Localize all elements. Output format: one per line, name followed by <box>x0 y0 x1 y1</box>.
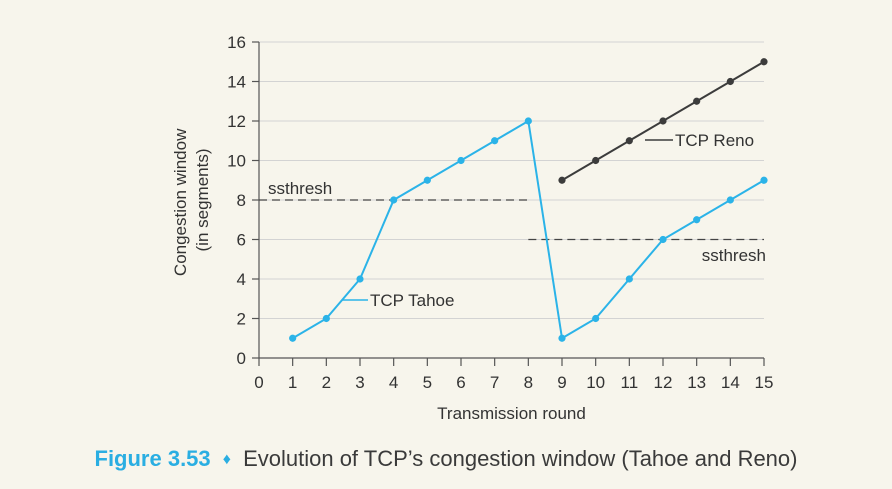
tcp-reno-point <box>726 77 734 86</box>
tcp-reno-point <box>760 58 768 66</box>
y-tick-label: 16 <box>227 33 246 52</box>
tcp-tahoe-point <box>356 275 364 283</box>
ssthresh-lower-label: ssthresh <box>702 246 766 265</box>
y-tick-label: 6 <box>237 231 246 250</box>
y-tick-label: 12 <box>227 112 246 131</box>
tcp-tahoe-point <box>491 137 499 145</box>
series <box>289 58 768 342</box>
diamond-separator-icon: ♦ <box>222 451 231 468</box>
x-tick-label: 5 <box>423 373 432 392</box>
tcp-tahoe-point <box>592 314 600 323</box>
y-tick-label: 2 <box>237 310 246 329</box>
x-tick-label: 12 <box>654 373 673 392</box>
y-axis-title: Congestion window (in segments) <box>171 124 212 276</box>
tcp-tahoe-point <box>659 235 667 244</box>
y-axis-title-line2: (in segments) <box>193 149 212 252</box>
x-tick-label: 4 <box>389 373 398 392</box>
tahoe-label: TCP Tahoe <box>370 291 454 310</box>
x-tick-label: 8 <box>524 373 533 392</box>
x-axis-title: Transmission round <box>437 404 586 423</box>
tcp-tahoe-point <box>625 275 633 283</box>
figure-caption: Figure 3.53 ♦ Evolution of TCP’s congest… <box>0 446 892 472</box>
reno-label: TCP Reno <box>675 131 754 150</box>
tcp-tahoe-point <box>390 196 398 204</box>
x-tick-label: 10 <box>586 373 605 392</box>
x-tick-label: 9 <box>557 373 566 392</box>
tcp-tahoe-point <box>322 314 330 323</box>
x-tick-label: 14 <box>721 373 740 392</box>
x-tick-label: 15 <box>755 373 774 392</box>
tcp-reno-point <box>625 137 633 145</box>
tcp-tahoe-point <box>726 196 734 204</box>
tcp-tahoe-point <box>289 334 297 342</box>
ssthresh-lines <box>259 199 764 241</box>
y-tick-label: 0 <box>237 349 246 368</box>
x-tick-label: 1 <box>288 373 297 392</box>
tcp-reno-point <box>558 176 566 184</box>
tcp-tahoe-point <box>524 117 532 125</box>
y-axis-title-line1: Congestion window <box>171 128 190 276</box>
y-tick-label: 4 <box>237 270 246 289</box>
x-tick-label: 7 <box>490 373 499 392</box>
tcp-reno-point <box>659 117 667 125</box>
x-tick-label: 6 <box>456 373 465 392</box>
grid-lines <box>259 41 764 319</box>
ssthresh-upper-label: ssthresh <box>268 179 332 198</box>
x-tick-label: 0 <box>254 373 263 392</box>
y-tick-label: 10 <box>227 152 246 171</box>
figure-number: Figure 3.53 <box>94 446 211 471</box>
x-tick-label: 13 <box>687 373 706 392</box>
y-tick-label: 8 <box>237 191 246 210</box>
x-tick-label: 3 <box>355 373 364 392</box>
tcp-tahoe-point <box>423 176 431 184</box>
tcp-tahoe-point <box>760 176 768 184</box>
tcp-tahoe-line <box>292 119 765 340</box>
tcp-tahoe-point <box>558 334 566 342</box>
x-tick-label: 11 <box>621 373 639 392</box>
tcp-tahoe-point <box>693 216 701 224</box>
annotations: TCP Tahoe TCP Reno ssthresh ssthresh <box>268 131 766 310</box>
tcp-reno-point <box>592 156 600 165</box>
caption-text: Evolution of TCP’s congestion window (Ta… <box>243 446 798 471</box>
y-tick-label: 14 <box>227 73 246 92</box>
tcp-reno-point <box>693 97 701 105</box>
tcp-tahoe-point <box>457 156 465 165</box>
x-tick-label: 2 <box>322 373 331 392</box>
